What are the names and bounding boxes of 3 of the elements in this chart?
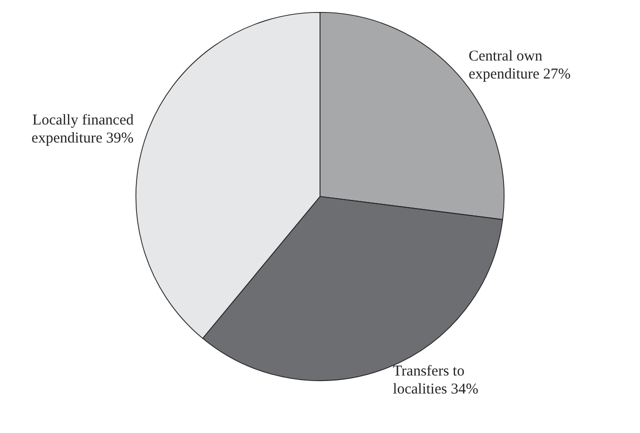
slice-label: Transfers to localities 34%: [392, 364, 478, 398]
slice-label: Locally financed expenditure 39%: [32, 112, 134, 146]
slice-label: Central own expenditure 27%: [468, 48, 571, 82]
